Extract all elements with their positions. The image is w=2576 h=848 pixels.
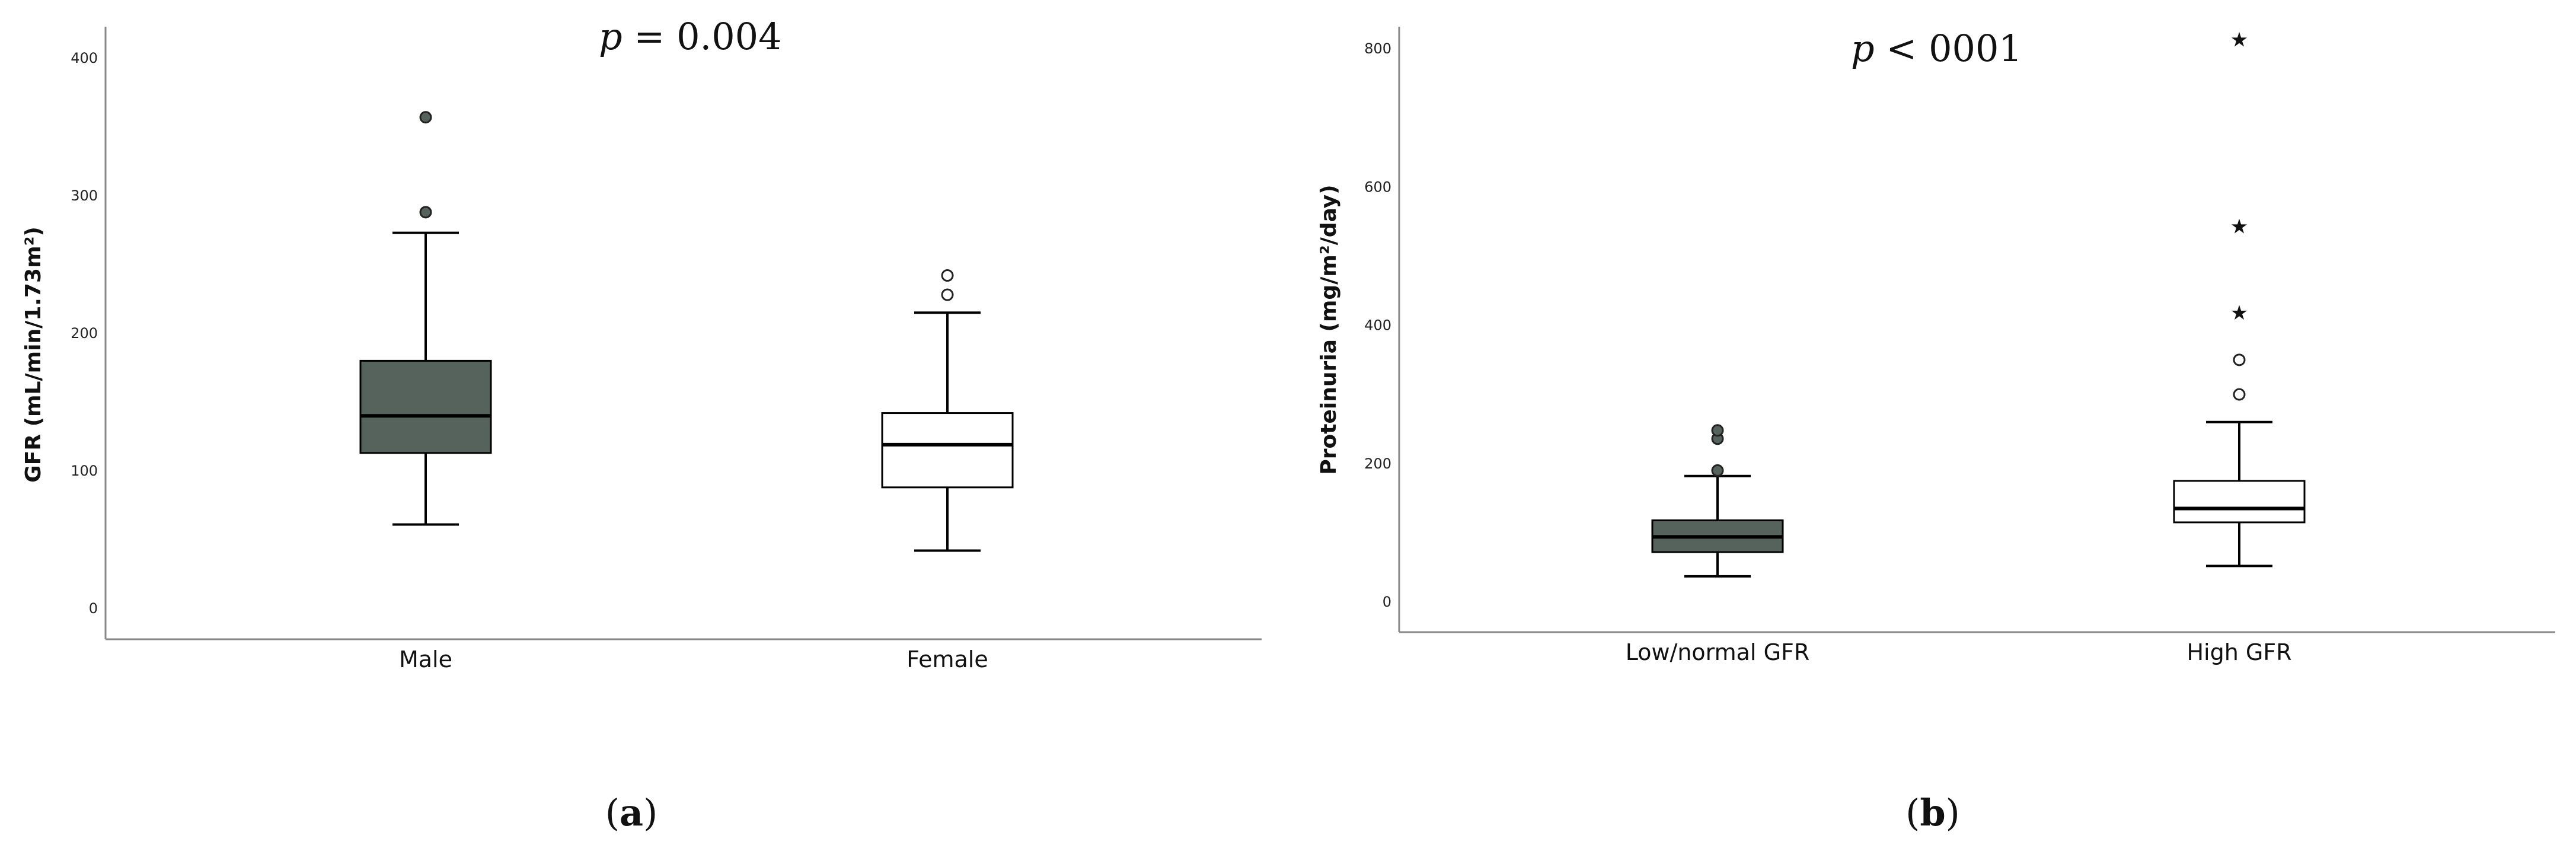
panel-b-outlier-point [1711, 424, 1724, 437]
panel-b-y-tick-label: 400 [1364, 317, 1391, 334]
panel-b-y-tick-label: 0 [1383, 594, 1391, 610]
panel-b-y-axis-label: Proteinuria (mg/m²/day) [1317, 184, 1341, 474]
panel-a-subfigure-label: (a) [605, 791, 658, 834]
panel-b-x-category-label: Low/normal GFR [1626, 639, 1810, 665]
panel-b-outlier-point [2233, 388, 2246, 401]
panel-a-box [359, 359, 492, 454]
panel-b-extreme-star: ★ [2230, 215, 2248, 238]
panel-a-y-tick-label: 200 [71, 325, 98, 342]
panel-a-x-category-label: Male [399, 646, 452, 672]
panel-b-box [2173, 480, 2306, 524]
panel-a-y-tick-label: 0 [89, 600, 98, 617]
panel-a-outlier-point [419, 206, 432, 219]
panel-b-y-tick-label: 800 [1364, 40, 1391, 57]
panel-b-outlier-point [2233, 353, 2246, 366]
panel-b-x-category-label: High GFR [2186, 639, 2291, 665]
panel-b-outlier-point [1711, 464, 1724, 477]
panel-a-outlier-point [941, 269, 954, 282]
panel-b-extreme-star: ★ [2230, 301, 2248, 325]
panel-b-y-tick-label: 600 [1364, 178, 1391, 195]
panel-b-chart: Proteinuria (mg/m²/day) p < 0001 (b) 0 20… [1317, 27, 2555, 834]
panel-a-y-tick-label: 300 [71, 187, 98, 204]
panel-a-x-category-label: Female [906, 646, 988, 672]
panel-a-outlier-point [941, 288, 954, 301]
panel-a-chart: GFR (mL/min/1.73m²) p = 0.004 (a) 0 100 20… [21, 15, 1262, 834]
panel-b-y-tick-label: 200 [1364, 455, 1391, 472]
panel-b-subfigure-label: (b) [1905, 791, 1960, 834]
panel-a-outlier-point [419, 111, 432, 124]
panel-a-y-tick-label: 100 [71, 463, 98, 479]
panel-b-extreme-star: ★ [2230, 28, 2248, 52]
panel-a-y-axis-label: GFR (mL/min/1.73m²) [21, 227, 46, 483]
panel-a-y-tick-label: 400 [71, 50, 98, 66]
panel-a-box [881, 412, 1014, 489]
panel-a-p-value: p = 0.004 [599, 15, 782, 58]
panel-b-p-value: p < 0001 [1851, 27, 2022, 70]
